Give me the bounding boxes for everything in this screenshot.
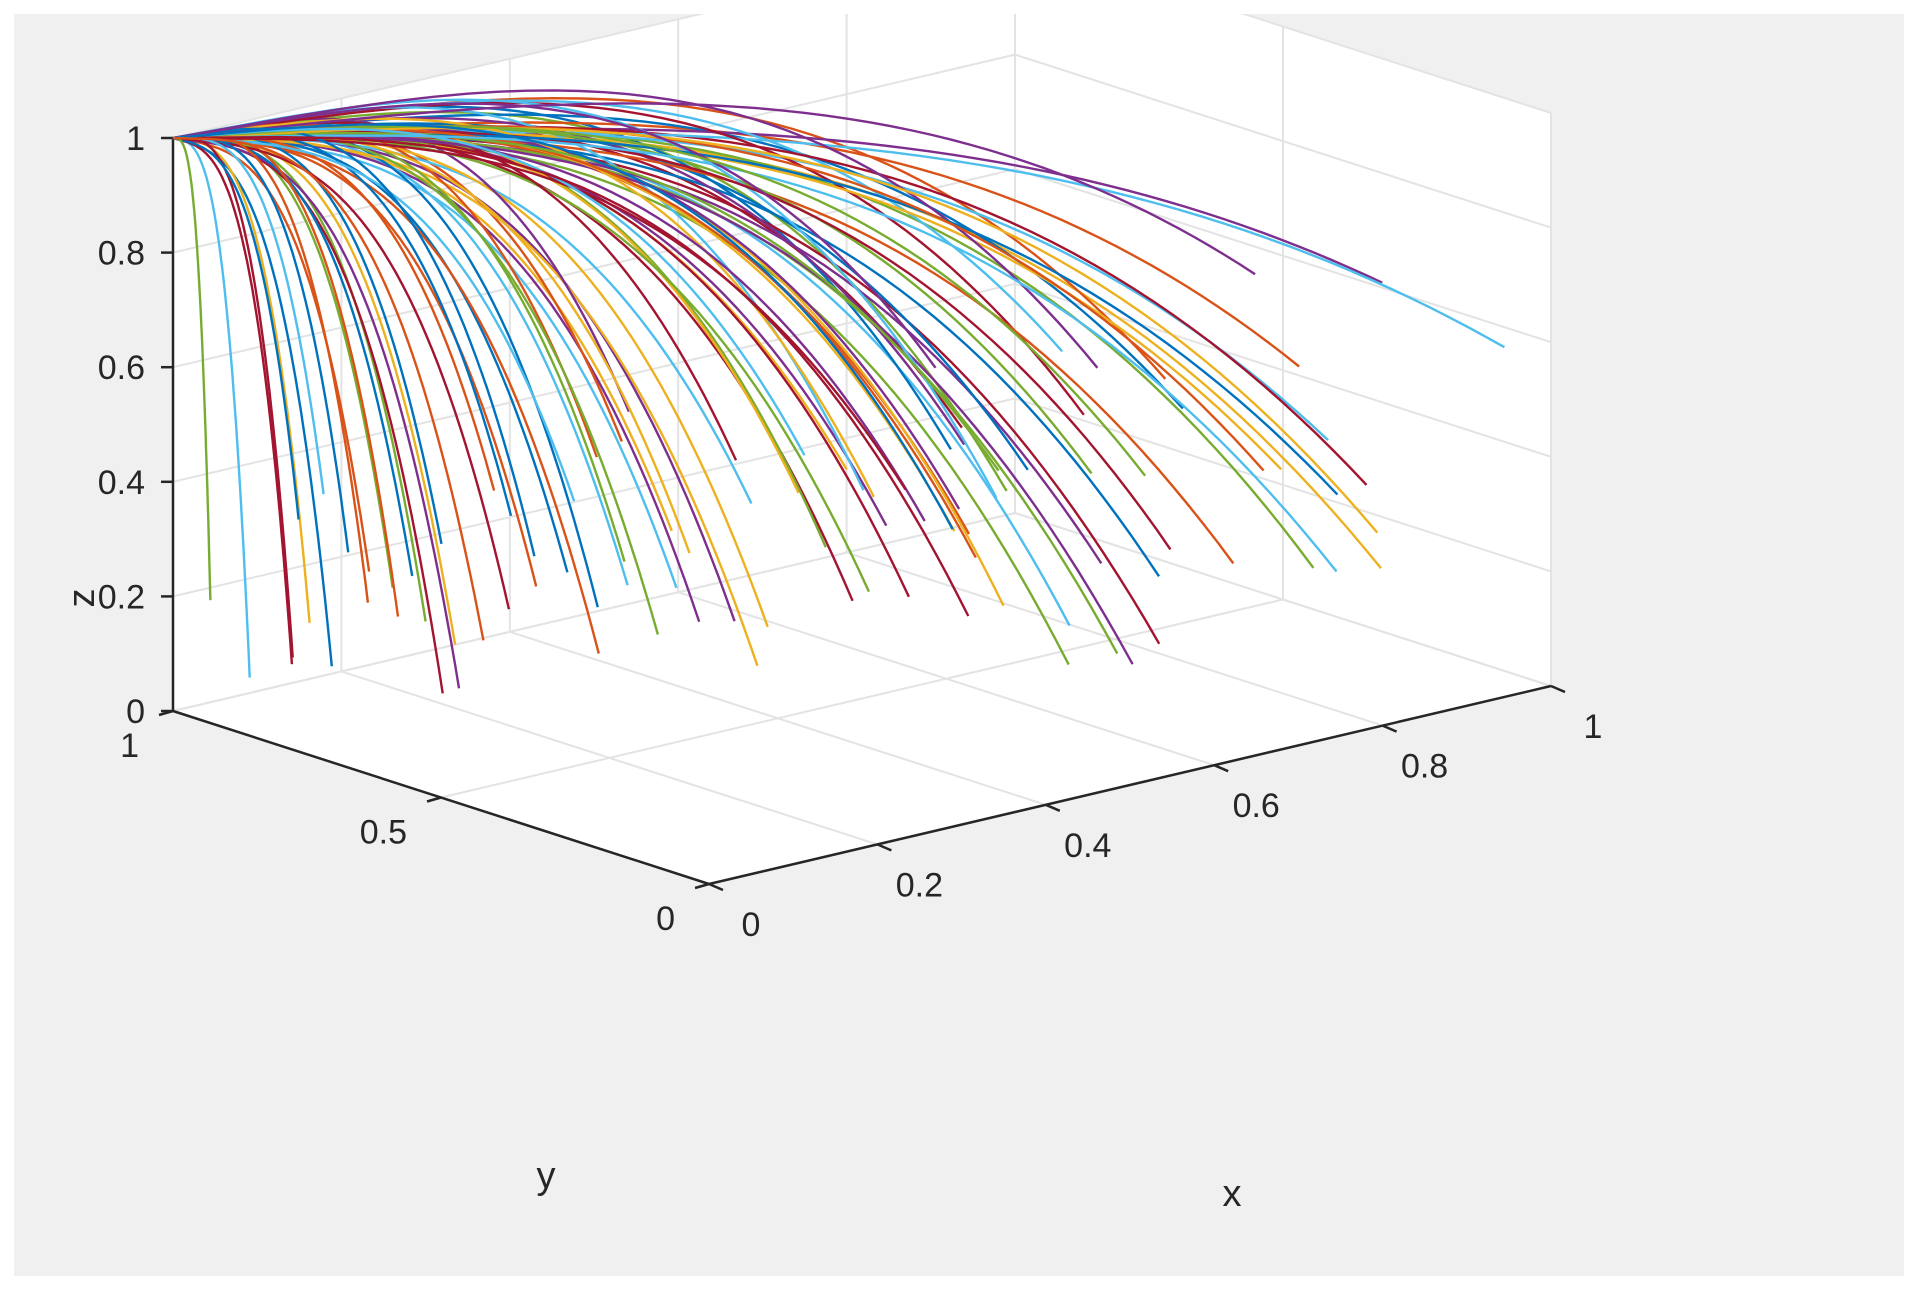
- trajectory-line: [172, 136, 311, 623]
- trajectory-line: [172, 134, 370, 603]
- rightwall-gridline-z: [1014, 53, 1552, 229]
- x-tick-label: 0.2: [896, 866, 943, 904]
- trajectory-line: [172, 136, 414, 577]
- trajectory-line: [172, 132, 660, 635]
- backwall-gridline-z: [172, 14, 705, 139]
- z-tick-label: 0.4: [98, 464, 145, 502]
- trajectory-line: [172, 136, 300, 520]
- z-tick-label: 1: [126, 120, 145, 158]
- trajectory-line: [172, 127, 806, 456]
- figure-frame: z y x 0 0.2 0.4 0.6 0.8 1 0 0.5 1 0 0.2 0.4 0.6 0.8 1: [14, 14, 1904, 1276]
- x-tick-label: 0.6: [1233, 787, 1280, 825]
- backwall-gridline-z: [172, 397, 1016, 598]
- trajectory-line: [172, 117, 875, 498]
- trajectory-line: [172, 105, 952, 451]
- trajectory-line: [172, 125, 1368, 486]
- x-axis-line: [708, 684, 1552, 886]
- y-tick-label: 1: [120, 727, 139, 765]
- x-tick: [708, 882, 724, 892]
- y-tick: [694, 882, 710, 890]
- trajectory-line: [172, 132, 910, 598]
- x-tick-label: 0.8: [1401, 748, 1448, 786]
- x-tick: [1382, 724, 1398, 733]
- z-axis-label: z: [61, 589, 103, 608]
- trajectory-line: [172, 136, 350, 553]
- y-tick-label: 0.5: [360, 814, 407, 852]
- trajectory-line: [172, 133, 1339, 496]
- trajectory-line: [172, 136, 444, 694]
- trajectory-line: [172, 127, 1383, 284]
- x-tick: [1550, 684, 1566, 694]
- trajectory-line: [172, 102, 1256, 276]
- trajectory-line: [172, 89, 1099, 369]
- z-tick-label: 0.8: [98, 235, 145, 273]
- axis-layer: [158, 136, 1566, 892]
- trajectory-line: [172, 136, 485, 641]
- trajectory-line: [172, 121, 1300, 368]
- x-tick: [1045, 803, 1061, 812]
- rightwall-gridline-z: [1014, 282, 1552, 458]
- trajectory-line: [172, 127, 536, 557]
- x-tick-label: 0: [742, 906, 761, 944]
- trajectory-line: [172, 131, 1505, 349]
- trajectory-line: [172, 101, 1085, 416]
- trajectory-line: [172, 133, 926, 522]
- trajectory-line: [172, 136, 600, 654]
- trajectory-line: [172, 116, 966, 446]
- trajectory-line: [172, 135, 970, 617]
- y-tick: [426, 796, 442, 803]
- x-axis-label: x: [1223, 1173, 1242, 1215]
- rightwall-gridline-z: [1241, 14, 1552, 114]
- trajectory-line: [172, 136, 678, 589]
- y-tick-label: 0: [656, 900, 675, 938]
- trajectory-line: [172, 125, 1147, 477]
- trajectory-line: [172, 123, 954, 530]
- trajectory-line: [172, 136, 538, 587]
- trajectory-line: [172, 135, 496, 491]
- rightwall-gridline-z: [1014, 512, 1552, 687]
- trajectory-line: [172, 136, 701, 623]
- backwall-gridline-z: [172, 512, 1016, 712]
- trajectory-line: [172, 126, 1379, 534]
- x-tick: [876, 843, 892, 852]
- series-layer: [172, 89, 1505, 694]
- trajectory-line: [172, 136, 212, 601]
- z-tick-label: 0.6: [98, 349, 145, 387]
- trajectory-line: [172, 136, 294, 665]
- z-tick-label: 0: [126, 693, 145, 731]
- y-tick: [158, 709, 174, 717]
- floor-gridline-y: [440, 598, 1284, 799]
- trajectory-line: [172, 132, 691, 554]
- trajectory-line: [172, 106, 865, 491]
- trajectory-line: [172, 136, 576, 502]
- x-tick-label: 1: [1584, 708, 1603, 746]
- trajectory-line: [172, 134, 400, 617]
- backwall-gridline-z: [172, 282, 1016, 483]
- rightwall-gridline-z: [1014, 168, 1552, 344]
- trajectory-line: [172, 136, 907, 491]
- z-tick-label: 0.2: [98, 578, 145, 616]
- trajectory-line: [172, 134, 1235, 565]
- trajectory-line: [172, 134, 1338, 573]
- trajectory-line: [172, 132, 513, 517]
- trajectory-line: [172, 136, 294, 658]
- trajectory-line: [172, 136, 251, 678]
- trajectory-line: [172, 131, 1000, 472]
- x-tick-label: 0.4: [1064, 827, 1111, 865]
- trajectory-line: [172, 136, 371, 572]
- y-axis-label: y: [537, 1155, 556, 1197]
- trajectory-line: [172, 128, 977, 559]
- trajectory-line: [172, 136, 325, 495]
- trajectory-line: [172, 102, 937, 369]
- x-tick: [1213, 764, 1229, 773]
